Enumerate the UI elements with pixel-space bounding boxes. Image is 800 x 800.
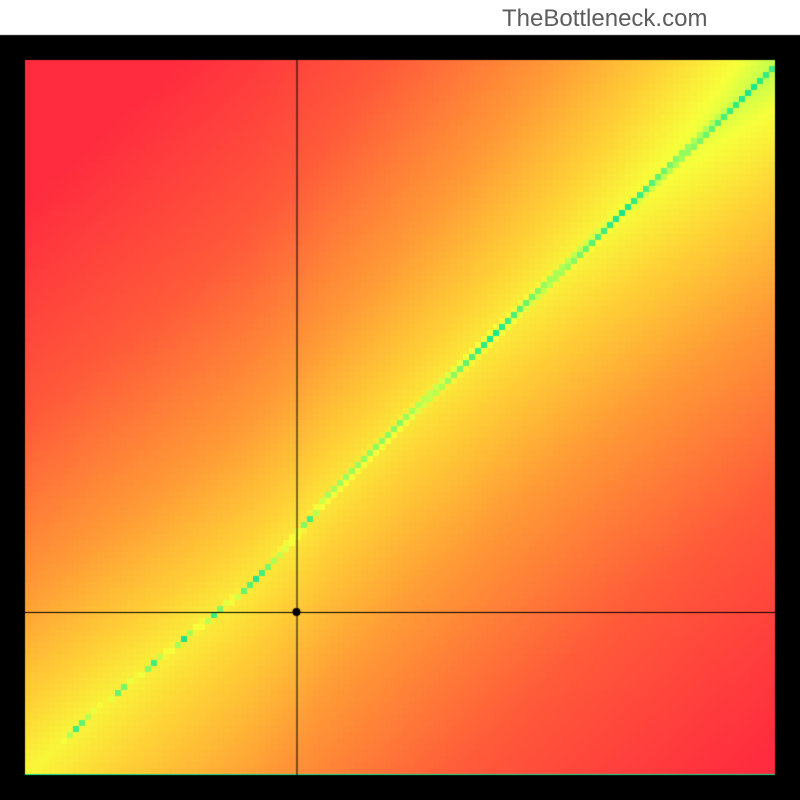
source-watermark: TheBottleneck.com [502, 5, 707, 33]
bottleneck-heatmap [0, 0, 800, 800]
